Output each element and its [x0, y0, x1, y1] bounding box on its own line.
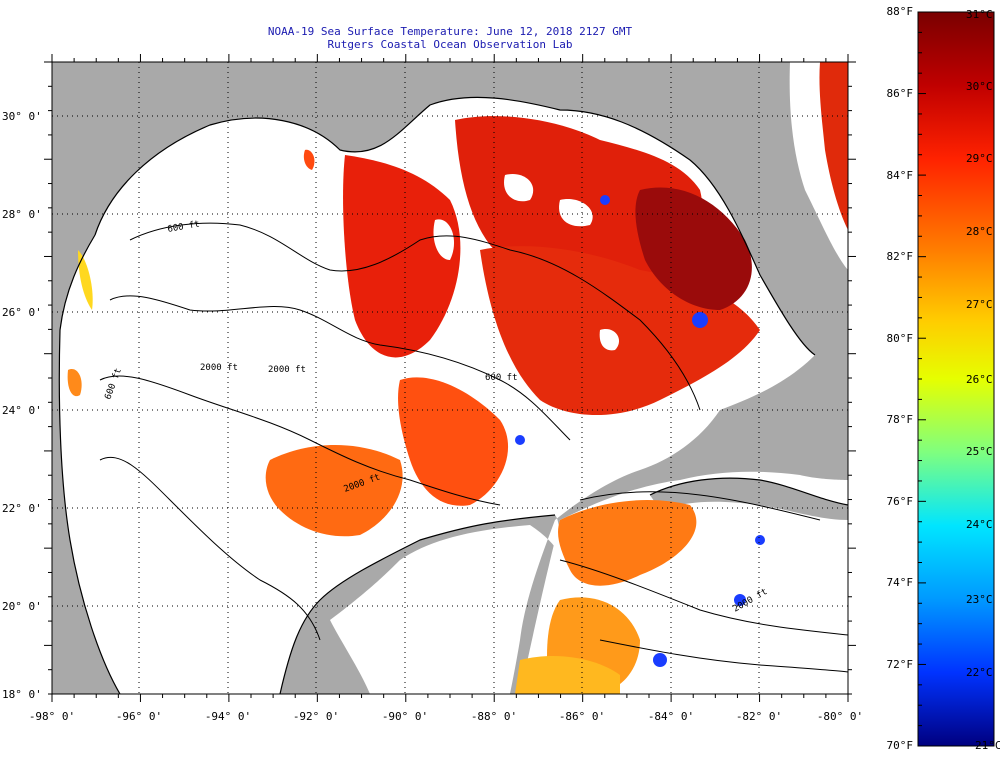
f-label: 70°F [887, 739, 914, 752]
lon-label: -82° 0' [736, 710, 782, 723]
lat-label: 18° 0' [2, 688, 42, 701]
coastlines [58, 96, 848, 694]
lon-label: -88° 0' [471, 710, 517, 723]
c-label: 23°C [966, 593, 993, 606]
f-label: 82°F [887, 250, 914, 263]
c-label: 29°C [966, 152, 993, 165]
map-subtitle: Rutgers Coastal Ocean Observation Lab [327, 38, 573, 51]
lon-label: -80° 0' [817, 710, 863, 723]
map-title: NOAA-19 Sea Surface Temperature: June 12… [267, 25, 633, 38]
c-label: 30°C [966, 80, 993, 93]
colorbar-gradient [917, 11, 995, 747]
lat-label: 22° 0' [2, 502, 42, 515]
temperature-colorbar: 88°F 86°F 84°F 82°F 80°F 78°F 76°F 74°F … [887, 5, 1000, 752]
c-label: 22°C [966, 666, 993, 679]
cloud-cover [433, 174, 620, 351]
contour-label: 2000 ft [200, 363, 238, 373]
c-label: 27°C [966, 298, 993, 311]
lon-label: -84° 0' [648, 710, 694, 723]
lat-label: 28° 0' [2, 208, 42, 221]
graticule [52, 62, 848, 694]
lat-label: 26° 0' [2, 306, 42, 319]
lon-label: -86° 0' [559, 710, 605, 723]
lat-label: 30° 0' [2, 110, 42, 123]
bathymetry-contours [99, 222, 848, 673]
latitude-labels: 30° 0' 28° 0' 26° 0' 24° 0' 22° 0' 20° 0… [2, 110, 42, 701]
lat-label: 20° 0' [2, 600, 42, 613]
c-label: 31°C [966, 8, 993, 21]
f-label: 88°F [887, 5, 914, 18]
lon-label: -94° 0' [205, 710, 251, 723]
longitude-labels: -98° 0' -96° 0' -94° 0' -92° 0' -90° 0' … [29, 710, 863, 723]
cuba-land [650, 478, 848, 520]
fahrenheit-labels: 88°F 86°F 84°F 82°F 80°F 78°F 76°F 74°F … [887, 5, 914, 752]
f-label: 76°F [887, 495, 914, 508]
lon-label: -90° 0' [382, 710, 428, 723]
lat-label: 24° 0' [2, 404, 42, 417]
c-label: 28°C [966, 225, 993, 238]
colorbar-ticks [918, 11, 926, 747]
f-label: 80°F [887, 332, 914, 345]
lon-label: -96° 0' [116, 710, 162, 723]
axis-ticks [44, 54, 856, 702]
contour-label: 600 ft [485, 373, 518, 383]
sst-cool-patches [515, 195, 765, 667]
f-label: 72°F [887, 658, 914, 671]
c-label: 26°C [966, 373, 993, 386]
celsius-labels: 31°C 30°C 29°C 28°C 27°C 26°C 25°C 24°C … [966, 8, 1000, 752]
c-label: 25°C [966, 445, 993, 458]
f-label: 86°F [887, 87, 914, 100]
f-label: 84°F [887, 169, 914, 182]
c-label: 21°C [975, 739, 1000, 752]
c-label: 24°C [966, 518, 993, 531]
f-label: 74°F [887, 576, 914, 589]
f-label: 78°F [887, 413, 914, 426]
lon-label: -98° 0' [29, 710, 75, 723]
map-plot-area [52, 62, 848, 694]
contour-label: 2000 ft [268, 365, 306, 375]
lon-label: -92° 0' [293, 710, 339, 723]
